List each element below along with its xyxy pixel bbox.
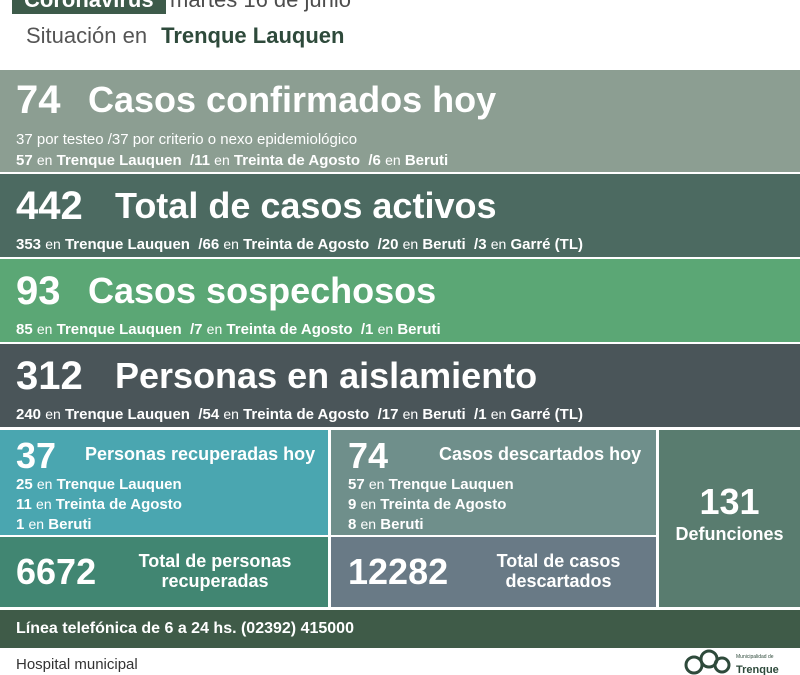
deaths-count: 131 [699, 481, 760, 522]
active-title: Total de casos activos [115, 185, 497, 226]
footer: Hospital municipal [0, 650, 800, 675]
confirmed-cases-band: 74 Casos confirmados hoy 37 por testeo /… [0, 70, 800, 172]
municipality-logo: Municipalidad de Trenque [684, 648, 794, 675]
situation-label: Situación en [26, 23, 148, 48]
logo-rings-icon [684, 649, 731, 675]
confirmed-breakdown-locations: 57 en Trenque Lauquen /11 en Treinta de … [16, 152, 449, 169]
suspected-breakdown: 85 en Trenque Lauquen /7 en Treinta de A… [16, 321, 441, 338]
recovered-total-label-1: Total de personas [138, 551, 292, 571]
discarded-row: 57 en Trenque Lauquen [348, 476, 514, 493]
phone-line: Línea telefónica de 6 a 24 hs. (02392) 4… [0, 610, 800, 648]
discarded-total-count: 12282 [348, 551, 449, 592]
active-count: 442 [16, 184, 83, 228]
isolation-breakdown: 240 en Trenque Lauquen /54 en Treinta de… [16, 406, 583, 423]
confirmed-count: 74 [16, 78, 61, 122]
recovered-today-label: Personas recuperadas hoy [85, 444, 316, 464]
date-label: martes 16 de junio [170, 0, 351, 14]
discarded-today-label: Casos descartados hoy [439, 444, 642, 464]
recovered-row: 11 en Treinta de Agosto [16, 496, 182, 513]
recovered-row: 25 en Trenque Lauquen [16, 476, 182, 493]
topic-badge: Coronavirus [12, 0, 166, 14]
recovered-today-cell: 37 Personas recuperadas hoy 25 en Trenqu… [0, 430, 328, 535]
discarded-row: 8 en Beruti [348, 516, 424, 533]
recovered-total-cell: 6672 Total de personas recuperadas [0, 537, 328, 607]
discarded-today-count: 74 [348, 435, 389, 476]
confirmed-title: Casos confirmados hoy [88, 79, 497, 120]
discarded-total-label-2: descartados [505, 571, 612, 591]
suspected-count: 93 [16, 269, 61, 313]
discarded-total-label-1: Total de casos [496, 551, 621, 571]
discarded-today-cell: 74 Casos descartados hoy 57 en Trenque L… [331, 430, 656, 535]
suspected-title: Casos sospechosos [88, 270, 437, 311]
isolation-band: 312 Personas en aislamiento 240 en Trenq… [0, 344, 800, 427]
isolation-count: 312 [16, 354, 83, 398]
suspected-cases-band: 93 Casos sospechosos 85 en Trenque Lauqu… [0, 259, 800, 342]
confirmed-breakdown-test: 37 por testeo /37 por criterio o nexo ep… [16, 131, 358, 148]
logo-subtitle: Municipalidad de [736, 654, 774, 660]
deaths-label: Defunciones [675, 524, 784, 544]
situation-heading: Situación en Trenque Lauquen [26, 22, 344, 50]
situation-place: Trenque Lauquen [161, 23, 345, 48]
recovered-row: 1 en Beruti [16, 516, 92, 533]
isolation-title: Personas en aislamiento [115, 355, 538, 396]
active-breakdown: 353 en Trenque Lauquen /66 en Treinta de… [16, 236, 583, 253]
discarded-row: 9 en Treinta de Agosto [348, 496, 507, 513]
active-cases-band: 442 Total de casos activos 353 en Trenqu… [0, 174, 800, 257]
recovered-total-count: 6672 [16, 551, 97, 592]
recovered-today-count: 37 [16, 435, 57, 476]
recovered-total-label-2: recuperadas [161, 571, 269, 591]
logo-brand: Trenque [736, 664, 779, 675]
deaths-cell: 131 Defunciones [659, 430, 800, 607]
hospital-label: Hospital municipal [16, 656, 138, 673]
header: Coronavirus martes 16 de junio Situación… [0, 0, 800, 70]
discarded-total-cell: 12282 Total de casos descartados [331, 537, 656, 607]
